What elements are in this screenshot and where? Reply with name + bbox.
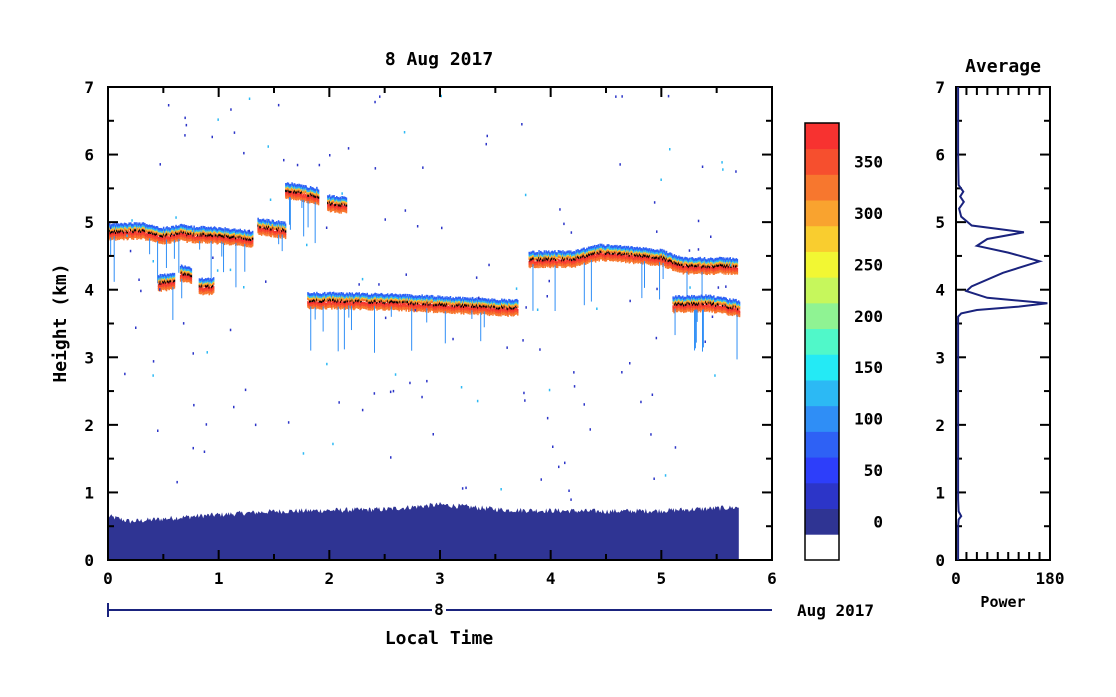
colorbar-swatch	[805, 405, 839, 432]
colorbar-swatch	[805, 225, 839, 252]
cloud-layer	[528, 243, 739, 311]
x-tick-label: 1	[214, 569, 224, 588]
colorbar-swatch	[805, 354, 839, 381]
average-y-tick-label: 4	[935, 281, 945, 300]
colorbar-tick-label: 350	[854, 153, 883, 172]
colorbar-tick-label: 250	[854, 255, 883, 274]
average-x-tick-labels: 0 180	[951, 569, 1064, 588]
average-plot-frame	[955, 86, 1051, 561]
average-y-tick-labels: 0 1 2 3 4 5 6 7	[935, 78, 945, 570]
colorbar-swatch	[805, 123, 839, 150]
average-y-tick-label: 0	[935, 551, 945, 570]
colorbar-swatch	[805, 174, 839, 201]
colorbar-swatch	[805, 328, 839, 355]
colorbar: 0 50 100 150 200 250 300 350	[804, 122, 883, 561]
colorbar-tick-label: 0	[873, 512, 883, 531]
cloud-layer	[198, 277, 215, 296]
colorbar-swatch	[805, 431, 839, 458]
y-tick-label: 1	[84, 483, 94, 502]
cloud-layer	[327, 194, 348, 214]
cloud-layer	[179, 264, 193, 299]
main-y-tick-labels: 0 1 2 3 4 5 6 7	[84, 78, 94, 570]
x-tick-label: 3	[435, 569, 445, 588]
date-bar-label: Aug 2017	[797, 601, 874, 620]
average-y-tick-label: 3	[935, 348, 945, 367]
average-x-axis-label: Power	[980, 593, 1025, 611]
colorbar-swatch	[805, 482, 839, 509]
surface-layer	[108, 502, 739, 560]
x-tick-label: 5	[657, 569, 667, 588]
main-plot-data	[108, 94, 741, 560]
y-tick-label: 2	[84, 416, 94, 435]
main-x-tick-labels: 0 1 2 3 4 5 6	[103, 569, 777, 588]
y-tick-label: 5	[84, 213, 94, 232]
average-x-tick-label: 180	[1036, 569, 1065, 588]
colorbar-swatch	[805, 148, 839, 175]
average-plot: Average 0 1 2 3 4 5 6 7 0 180 Power	[935, 56, 1064, 611]
y-tick-label: 0	[84, 551, 94, 570]
colorbar-tick-label: 200	[854, 307, 883, 326]
main-axis-ticks	[107, 86, 773, 561]
average-y-tick-label: 7	[935, 78, 945, 97]
date-bar: 8 Aug 2017	[107, 600, 874, 620]
colorbar-swatch	[805, 380, 839, 407]
average-y-tick-label: 1	[935, 483, 945, 502]
y-tick-label: 7	[84, 78, 94, 97]
x-tick-label: 0	[103, 569, 113, 588]
average-x-tick-label: 0	[951, 569, 961, 588]
average-power-profile	[957, 87, 1048, 560]
average-y-tick-label: 5	[935, 213, 945, 232]
x-tick-label: 4	[546, 569, 556, 588]
cloud-layer	[285, 182, 320, 244]
colorbar-swatch	[805, 457, 839, 484]
x-tick-label: 6	[767, 569, 777, 588]
colorbar-tick-label: 150	[854, 358, 883, 377]
main-x-axis-label: Local Time	[385, 628, 494, 649]
colorbar-tick-label: 300	[854, 204, 883, 223]
colorbar-swatch	[805, 277, 839, 304]
cloud-layer	[257, 217, 287, 252]
average-y-tick-label: 2	[935, 416, 945, 435]
colorbar-swatch	[805, 251, 839, 278]
y-tick-label: 6	[84, 146, 94, 165]
x-tick-label: 2	[325, 569, 335, 588]
colorbar-swatch	[805, 302, 839, 330]
y-tick-label: 4	[84, 281, 94, 300]
colorbar-swatch	[805, 200, 839, 227]
average-y-tick-label: 6	[935, 146, 945, 165]
y-tick-label: 3	[84, 348, 94, 367]
cloud-layer	[672, 294, 741, 360]
cloud-layer	[185, 225, 254, 288]
cloud-layer	[157, 272, 176, 320]
colorbar-tick-label: 100	[854, 410, 883, 429]
colorbar-swatch	[805, 534, 839, 561]
colorbar-tick-label: 50	[864, 461, 883, 480]
average-axis-ticks	[955, 86, 1051, 561]
noise-speckle	[109, 94, 737, 501]
cloud-layer	[108, 222, 187, 284]
cloud-layer	[307, 291, 519, 353]
colorbar-swatch	[805, 508, 839, 535]
average-title: Average	[965, 56, 1041, 77]
date-bar-day: 8	[434, 600, 444, 619]
main-plot-frame	[107, 86, 773, 561]
main-y-axis-label: Height (km)	[50, 263, 71, 382]
main-title: 8 Aug 2017	[385, 49, 493, 70]
